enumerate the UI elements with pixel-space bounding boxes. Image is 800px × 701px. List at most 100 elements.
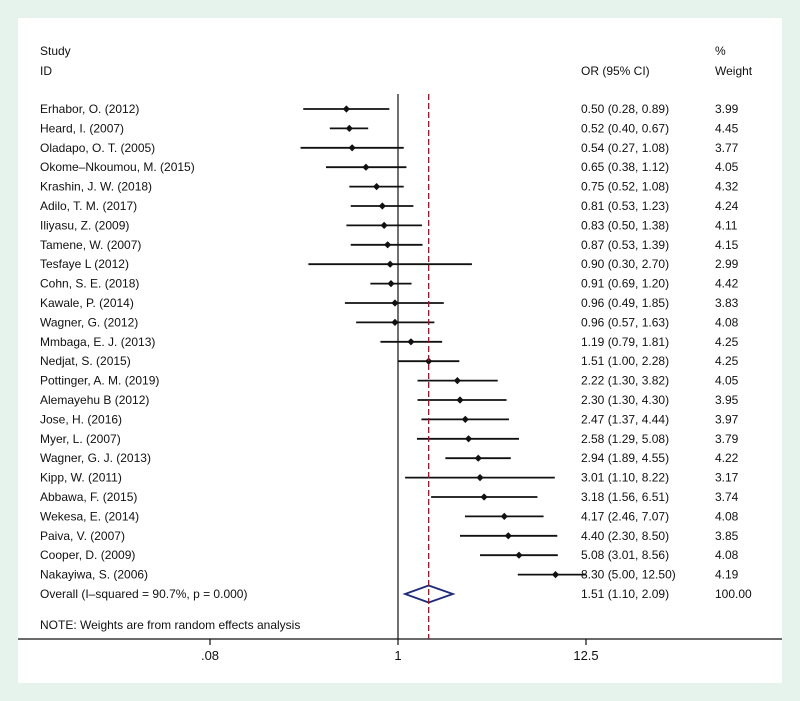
weight-value: 3.74 xyxy=(715,490,739,504)
overall-or-ci: 1.51 (1.10, 2.09) xyxy=(581,587,669,601)
study-name: Erhabor, O. (2012) xyxy=(40,102,139,116)
header-study: Study xyxy=(40,44,71,58)
study-row: Cooper, D. (2009) 5.08 (3.01, 8.56) 4.08 xyxy=(40,548,739,562)
weight-value: 4.15 xyxy=(715,238,739,252)
study-row: Myer, L. (2007) 2.58 (1.29, 5.08) 3.79 xyxy=(40,432,739,446)
point-estimate xyxy=(378,202,386,210)
study-row: Kipp, W. (2011) 3.01 (1.10, 8.22) 3.17 xyxy=(40,471,739,485)
weight-value: 4.22 xyxy=(715,451,739,465)
study-row: Wagner, G. (2012) 0.96 (0.57, 1.63) 4.08 xyxy=(40,315,739,329)
weight-value: 2.99 xyxy=(715,257,739,271)
study-name: Abbawa, F. (2015) xyxy=(40,490,137,504)
or-ci-value: 0.75 (0.52, 1.08) xyxy=(581,180,669,194)
point-estimate xyxy=(515,551,523,559)
weight-value: 3.85 xyxy=(715,529,739,543)
study-row: Cohn, S. E. (2018) 0.91 (0.69, 1.20) 4.42 xyxy=(40,277,739,291)
or-ci-value: 0.96 (0.57, 1.63) xyxy=(581,315,669,329)
study-name: Wagner, G. J. (2013) xyxy=(40,451,151,465)
study-row: Tamene, W. (2007) 0.87 (0.53, 1.39) 4.15 xyxy=(40,238,739,252)
x-tick-label: 1 xyxy=(394,648,401,663)
study-row: Nakayiwa, S. (2006) 8.30 (5.00, 12.50) 4.1… xyxy=(40,568,739,582)
or-ci-value: 3.18 (1.56, 6.51) xyxy=(581,490,669,504)
point-estimate xyxy=(474,454,482,462)
or-ci-value: 2.47 (1.37, 4.44) xyxy=(581,412,669,426)
study-name: Cohn, S. E. (2018) xyxy=(40,277,139,291)
point-estimate xyxy=(384,241,392,249)
point-estimate xyxy=(453,377,461,385)
study-name: Heard, I. (2007) xyxy=(40,121,124,135)
or-ci-value: 0.65 (0.38, 1.12) xyxy=(581,160,669,174)
point-estimate xyxy=(461,415,469,423)
plot-panel: Study ID OR (95% CI) % Weight Erhabor, O… xyxy=(18,18,782,683)
weight-value: 4.25 xyxy=(715,335,739,349)
study-name: Cooper, D. (2009) xyxy=(40,548,135,562)
point-estimate xyxy=(348,144,356,152)
study-row: Iliyasu, Z. (2009) 0.83 (0.50, 1.38) 4.11 xyxy=(40,218,738,232)
study-name: Jose, H. (2016) xyxy=(40,412,122,426)
weight-value: 4.45 xyxy=(715,121,739,135)
or-ci-value: 4.40 (2.30, 8.50) xyxy=(581,529,669,543)
study-name: Kawale, P. (2014) xyxy=(40,296,134,310)
weight-value: 4.08 xyxy=(715,509,739,523)
or-ci-value: 3.01 (1.10, 8.22) xyxy=(581,471,669,485)
point-estimate xyxy=(464,435,473,443)
point-estimate xyxy=(362,163,370,171)
study-name: Mmbaga, E. J. (2013) xyxy=(40,335,155,349)
study-row: Wekesa, E. (2014) 4.17 (2.46, 7.07) 4.08 xyxy=(40,509,739,523)
weight-value: 4.42 xyxy=(715,277,739,291)
or-ci-value: 0.91 (0.69, 1.20) xyxy=(581,277,669,291)
weight-value: 3.83 xyxy=(715,296,739,310)
study-name: Pottinger, A. M. (2019) xyxy=(40,374,159,388)
study-row: Abbawa, F. (2015) 3.18 (1.56, 6.51) 3.74 xyxy=(40,490,739,504)
or-ci-value: 5.08 (3.01, 8.56) xyxy=(581,548,669,562)
weight-value: 4.08 xyxy=(715,548,739,562)
study-row: Pottinger, A. M. (2019) 2.22 (1.30, 3.82)… xyxy=(40,374,739,388)
study-row: Krashin, J. W. (2018) 0.75 (0.52, 1.08) 4.… xyxy=(40,180,739,194)
study-name: Paiva, V. (2007) xyxy=(40,529,125,543)
point-estimate xyxy=(425,357,433,365)
x-axis: .08 1 12.5 xyxy=(18,638,782,663)
study-row: Oladapo, O. T. (2005) 0.54 (0.27, 1.08) 3.… xyxy=(40,141,739,155)
header-or-ci: OR (95% CI) xyxy=(581,64,650,78)
weight-value: 3.97 xyxy=(715,412,739,426)
or-ci-value: 0.52 (0.40, 0.67) xyxy=(581,121,669,135)
point-estimate xyxy=(500,512,508,520)
point-estimate xyxy=(391,299,399,307)
or-ci-value: 1.19 (0.79, 1.81) xyxy=(581,335,669,349)
weight-value: 3.79 xyxy=(715,432,739,446)
study-rows: Erhabor, O. (2012) 0.50 (0.28, 0.89) 3.99 H… xyxy=(40,102,752,604)
or-ci-value: 4.17 (2.46, 7.07) xyxy=(581,509,669,523)
point-estimate xyxy=(476,474,484,482)
point-estimate xyxy=(387,280,395,288)
study-row: Wagner, G. J. (2013) 2.94 (1.89, 4.55) 4.2… xyxy=(40,451,739,465)
overall-row: Overall (I–squared = 90.7%, p = 0.000) 1.… xyxy=(40,584,752,604)
weight-value: 4.19 xyxy=(715,568,739,582)
point-estimate xyxy=(386,260,394,268)
study-row: Nedjat, S. (2015) 1.51 (1.00, 2.28) 4.25 xyxy=(40,354,739,368)
header-id: ID xyxy=(40,64,52,78)
weight-value: 4.24 xyxy=(715,199,739,213)
point-estimate xyxy=(345,124,353,132)
study-row: Adilo, T. M. (2017) 0.81 (0.53, 1.23) 4.24 xyxy=(40,199,739,213)
weight-value: 4.05 xyxy=(715,374,739,388)
point-estimate xyxy=(372,183,381,191)
study-name: Krashin, J. W. (2018) xyxy=(40,180,152,194)
study-row: Jose, H. (2016) 2.47 (1.37, 4.44) 3.97 xyxy=(40,412,739,426)
point-estimate xyxy=(342,105,351,113)
weight-value: 3.99 xyxy=(715,102,739,116)
weight-value: 3.95 xyxy=(715,393,739,407)
study-name: Oladapo, O. T. (2005) xyxy=(40,141,155,155)
point-estimate xyxy=(391,318,399,326)
or-ci-value: 8.30 (5.00, 12.50) xyxy=(581,568,676,582)
or-ci-value: 2.22 (1.30, 3.82) xyxy=(581,374,669,388)
or-ci-value: 0.96 (0.49, 1.85) xyxy=(581,296,669,310)
point-estimate xyxy=(551,571,560,579)
overall-label: Overall (I–squared = 90.7%, p = 0.000) xyxy=(40,587,247,601)
or-ci-value: 0.83 (0.50, 1.38) xyxy=(581,218,669,232)
study-row: Okome–Nkoumou, M. (2015) 0.65 (0.38, 1.12… xyxy=(40,160,739,174)
weight-value: 4.25 xyxy=(715,354,739,368)
study-name: Tesfaye L (2012) xyxy=(40,257,129,271)
random-effects-note: NOTE: Weights are from random effects an… xyxy=(40,618,300,632)
weight-value: 4.11 xyxy=(715,218,738,232)
or-ci-value: 0.50 (0.28, 0.89) xyxy=(581,102,669,116)
